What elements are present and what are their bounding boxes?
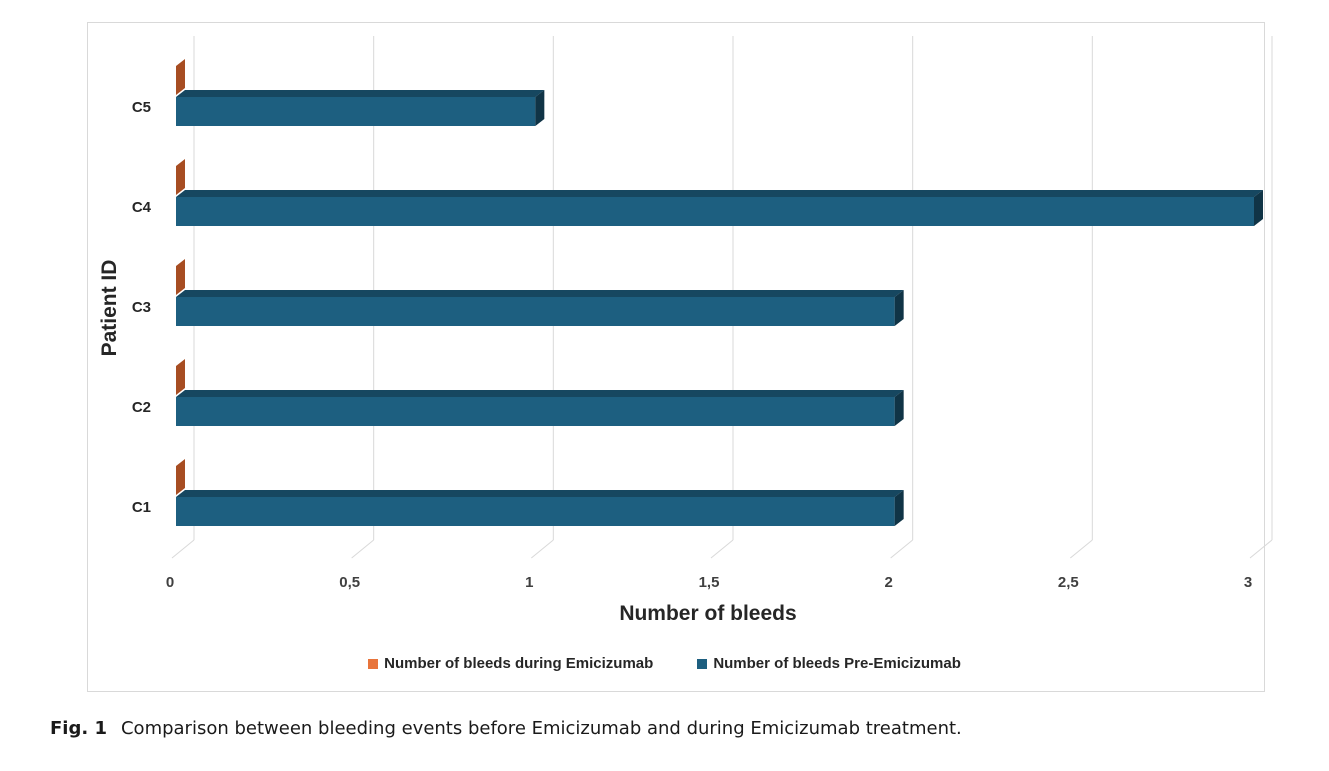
bar-during — [176, 259, 185, 295]
x-tick-label: 2,5 — [1058, 574, 1079, 591]
figure-caption: Fig. 1 Comparison between bleeding events… — [50, 718, 962, 739]
x-tick-label: 1,5 — [699, 574, 720, 591]
bar-pre — [176, 90, 545, 126]
x-tick-label: 1 — [525, 574, 533, 591]
legend-label-pre: Number of bleeds Pre-Emicizumab — [713, 655, 961, 672]
y-tick-label: C1 — [132, 499, 151, 516]
bar-during — [176, 159, 185, 195]
y-axis-title: Patient ID — [98, 260, 121, 357]
chart-frame — [87, 22, 1265, 692]
grid-line-floor — [1070, 539, 1093, 559]
grid-line-floor — [351, 539, 374, 559]
y-tick-label: C5 — [132, 99, 151, 116]
x-axis-title: Number of bleeds — [619, 602, 796, 625]
bars: C1 C2 C3 C4 C5 — [132, 59, 1263, 526]
legend-label-during: Number of bleeds during Emicizumab — [384, 655, 654, 672]
grid-lines — [171, 36, 1273, 559]
figure-caption-text: Comparison between bleeding events befor… — [120, 718, 962, 739]
grid-line-floor — [171, 539, 195, 559]
grid-line-floor — [531, 539, 554, 559]
y-tick-label: C2 — [132, 399, 151, 416]
legend-swatch-pre — [697, 658, 708, 669]
grid-line-floor — [710, 539, 734, 559]
bar-pre — [176, 490, 904, 526]
bar-pre — [176, 290, 904, 326]
x-tick-label: 3 — [1244, 574, 1252, 591]
legend-item-during: Number of bleeds during Emicizumab — [368, 655, 653, 672]
legend: Number of bleeds during Emicizumab Numbe… — [0, 655, 1329, 672]
bar-chart: C1 C2 C3 C4 C5 0 0,5 1 1,5 2 2,5 3 Number of bleed… — [98, 36, 1273, 625]
bar-pre — [176, 390, 904, 426]
y-tick-label: C4 — [132, 199, 152, 216]
grid-line-floor — [1249, 539, 1273, 559]
bar-during — [176, 459, 185, 495]
bar-during — [176, 59, 185, 95]
y-tick-label: C3 — [132, 299, 151, 316]
bar-during — [176, 359, 185, 395]
figure-label: Fig. 1 — [50, 718, 107, 739]
x-tick-label: 0 — [166, 574, 174, 591]
legend-swatch-during — [368, 658, 379, 669]
legend-item-pre: Number of bleeds Pre-Emicizumab — [697, 655, 961, 672]
grid-line-floor — [890, 539, 913, 559]
x-tick-label: 2 — [884, 574, 892, 591]
bar-pre — [176, 190, 1263, 226]
tick-labels: 0 0,5 1 1,5 2 2,5 3 — [166, 574, 1252, 591]
x-tick-label: 0,5 — [339, 574, 360, 591]
